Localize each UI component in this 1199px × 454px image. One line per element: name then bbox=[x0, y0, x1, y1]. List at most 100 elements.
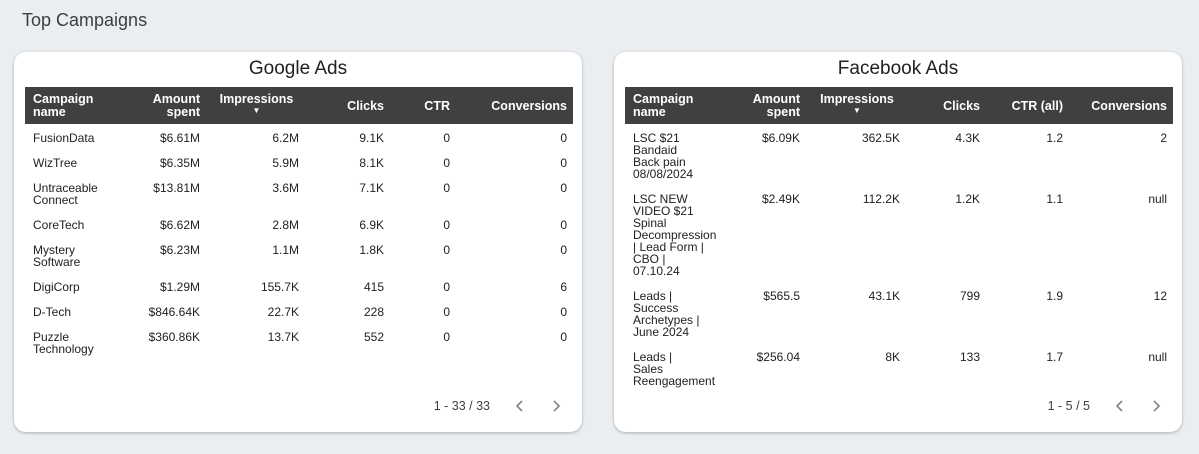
next-page-button[interactable] bbox=[548, 398, 564, 414]
cell-campaign-name: Puzzle Technology bbox=[33, 330, 94, 356]
col-header-impressions[interactable]: Impressions ▼ bbox=[206, 87, 305, 124]
col-header-clicks[interactable]: Clicks bbox=[347, 98, 384, 113]
table-row[interactable]: LSC $21 Bandaid Back pain 08/08/2024 $6.0… bbox=[625, 124, 1173, 185]
col-header-campaign-name[interactable]: Campaign name bbox=[633, 92, 694, 119]
cell-amount-spent: $6.35M bbox=[159, 156, 200, 170]
cell-clicks: 415 bbox=[363, 280, 384, 294]
cell-clicks: 4.3K bbox=[955, 131, 980, 145]
cell-amount-spent: $846.64K bbox=[148, 305, 200, 319]
col-header-impressions-label: Impressions bbox=[820, 92, 894, 106]
cell-ctr: 0 bbox=[443, 131, 450, 145]
cell-conversions: 0 bbox=[560, 330, 567, 344]
cell-campaign-name: LSC $21 Bandaid Back pain 08/08/2024 bbox=[633, 131, 694, 181]
chevron-left-icon bbox=[1115, 400, 1123, 412]
col-header-conversions[interactable]: Conversions bbox=[491, 98, 567, 113]
facebook-ads-table: Campaign name Amount spent Impressions ▼… bbox=[625, 87, 1173, 392]
cell-clicks: 552 bbox=[363, 330, 384, 344]
cell-campaign-name: LSC NEW VIDEO $21 Spinal Decompression |… bbox=[633, 192, 717, 278]
cell-impressions: 6.2M bbox=[272, 131, 299, 145]
cell-amount-spent: $6.61M bbox=[159, 131, 200, 145]
cell-conversions: 0 bbox=[560, 156, 567, 170]
cell-ctr: 0 bbox=[443, 243, 450, 257]
pagination-range: 1 - 5 / 5 bbox=[1047, 399, 1090, 413]
facebook-ads-title: Facebook Ads bbox=[837, 58, 959, 79]
table-row[interactable]: Puzzle Technology $360.86K 13.7K 552 0 0 bbox=[25, 323, 573, 360]
cell-ctr: 1.1 bbox=[1046, 192, 1063, 206]
col-header-amount-spent[interactable]: Amount spent bbox=[152, 92, 200, 119]
col-header-conversions[interactable]: Conversions bbox=[1091, 98, 1167, 113]
cell-impressions: 1.1M bbox=[272, 243, 299, 257]
cell-clicks: 228 bbox=[363, 305, 384, 319]
table-row[interactable]: FusionData $6.61M 6.2M 9.1K 0 0 bbox=[25, 124, 573, 149]
table-row[interactable]: CoreTech $6.62M 2.8M 6.9K 0 0 bbox=[25, 211, 573, 236]
cell-impressions: 3.6M bbox=[272, 181, 299, 195]
cell-campaign-name: DigiCorp bbox=[33, 280, 80, 294]
cell-ctr: 0 bbox=[443, 305, 450, 319]
table-row[interactable]: Leads | Sales Reengagement $256.04 8K 133 1.… bbox=[625, 343, 1173, 392]
cell-ctr: 0 bbox=[443, 181, 450, 195]
cell-conversions: 0 bbox=[560, 218, 567, 232]
cell-amount-spent: $6.23M bbox=[159, 243, 200, 257]
table-header-row: Campaign name Amount spent Impressions ▼… bbox=[25, 87, 573, 124]
cell-ctr: 0 bbox=[443, 218, 450, 232]
cell-conversions: null bbox=[1148, 192, 1167, 206]
cell-campaign-name: Mystery Software bbox=[33, 243, 81, 269]
cell-conversions: 0 bbox=[560, 181, 567, 195]
cell-campaign-name: Leads | Success Archetypes | June 2024 bbox=[633, 289, 700, 339]
pagination-range: 1 - 33 / 33 bbox=[433, 399, 490, 413]
col-header-ctr-all[interactable]: CTR (all) bbox=[1011, 98, 1063, 113]
prev-page-button[interactable] bbox=[512, 398, 528, 414]
table-row[interactable]: Leads | Success Archetypes | June 2024 $5… bbox=[625, 282, 1173, 343]
cell-impressions: 155.7K bbox=[260, 280, 299, 294]
prev-page-button[interactable] bbox=[1112, 398, 1128, 414]
cell-impressions: 5.9M bbox=[272, 156, 299, 170]
cell-amount-spent: $360.86K bbox=[148, 330, 200, 344]
cell-conversions: 0 bbox=[560, 305, 567, 319]
cell-amount-spent: $256.04 bbox=[756, 350, 800, 364]
cell-campaign-name: D-Tech bbox=[33, 305, 72, 319]
table-row[interactable]: Untraceable Connect $13.81M 3.6M 7.1K 0 0 bbox=[25, 174, 573, 211]
cell-campaign-name: FusionData bbox=[33, 131, 95, 145]
cell-conversions: 12 bbox=[1153, 289, 1167, 303]
cell-conversions: 2 bbox=[1160, 131, 1167, 145]
table-row[interactable]: D-Tech $846.64K 22.7K 228 0 0 bbox=[25, 298, 573, 323]
facebook-ads-card: Facebook Ads Campaign name Amount spent … bbox=[614, 52, 1182, 432]
google-ads-pagination: 1 - 33 / 33 bbox=[434, 398, 564, 414]
next-page-button[interactable] bbox=[1148, 398, 1164, 414]
table-row[interactable]: Mystery Software $6.23M 1.1M 1.8K 0 0 bbox=[25, 236, 573, 273]
cell-ctr: 1.7 bbox=[1046, 350, 1063, 364]
cell-conversions: 0 bbox=[560, 243, 567, 257]
cell-campaign-name: WizTree bbox=[33, 156, 78, 170]
col-header-campaign-name[interactable]: Campaign name bbox=[33, 92, 94, 119]
col-header-impressions[interactable]: Impressions ▼ bbox=[806, 87, 906, 124]
cell-clicks: 7.1K bbox=[359, 181, 384, 195]
cell-ctr: 1.2 bbox=[1046, 131, 1063, 145]
cell-ctr: 1.9 bbox=[1046, 289, 1063, 303]
google-ads-title: Google Ads bbox=[248, 58, 348, 79]
cell-impressions: 22.7K bbox=[267, 305, 299, 319]
sort-descending-icon: ▼ bbox=[252, 106, 261, 115]
cell-clicks: 9.1K bbox=[359, 131, 384, 145]
sort-descending-icon: ▼ bbox=[853, 106, 861, 115]
google-ads-table-wrap: Campaign name Amount spent Impressions ▼… bbox=[25, 87, 573, 392]
cell-impressions: 112.2K bbox=[862, 192, 900, 206]
table-row[interactable]: WizTree $6.35M 5.9M 8.1K 0 0 bbox=[25, 149, 573, 174]
google-ads-card: Google Ads Campaign name Amount spent Im… bbox=[14, 52, 582, 432]
cell-campaign-name: Untraceable Connect bbox=[33, 181, 98, 207]
facebook-ads-pagination: 1 - 5 / 5 bbox=[1048, 398, 1164, 414]
col-header-clicks[interactable]: Clicks bbox=[943, 98, 980, 113]
col-header-impressions-label: Impressions bbox=[219, 92, 294, 106]
table-row[interactable]: DigiCorp $1.29M 155.7K 415 0 6 bbox=[25, 273, 573, 298]
col-header-amount-spent[interactable]: Amount spent bbox=[752, 92, 800, 119]
cell-amount-spent: $565.5 bbox=[763, 289, 800, 303]
cell-impressions: 2.8M bbox=[272, 218, 299, 232]
cell-clicks: 799 bbox=[959, 289, 980, 303]
col-header-ctr[interactable]: CTR bbox=[424, 98, 450, 113]
chevron-right-icon bbox=[553, 400, 561, 412]
cell-amount-spent: $6.62M bbox=[159, 218, 200, 232]
cell-ctr: 0 bbox=[443, 330, 450, 344]
cell-clicks: 8.1K bbox=[359, 156, 384, 170]
cell-amount-spent: $13.81M bbox=[153, 181, 200, 195]
table-row[interactable]: LSC NEW VIDEO $21 Spinal Decompression |… bbox=[625, 185, 1173, 282]
cell-amount-spent: $2.49K bbox=[761, 192, 800, 206]
